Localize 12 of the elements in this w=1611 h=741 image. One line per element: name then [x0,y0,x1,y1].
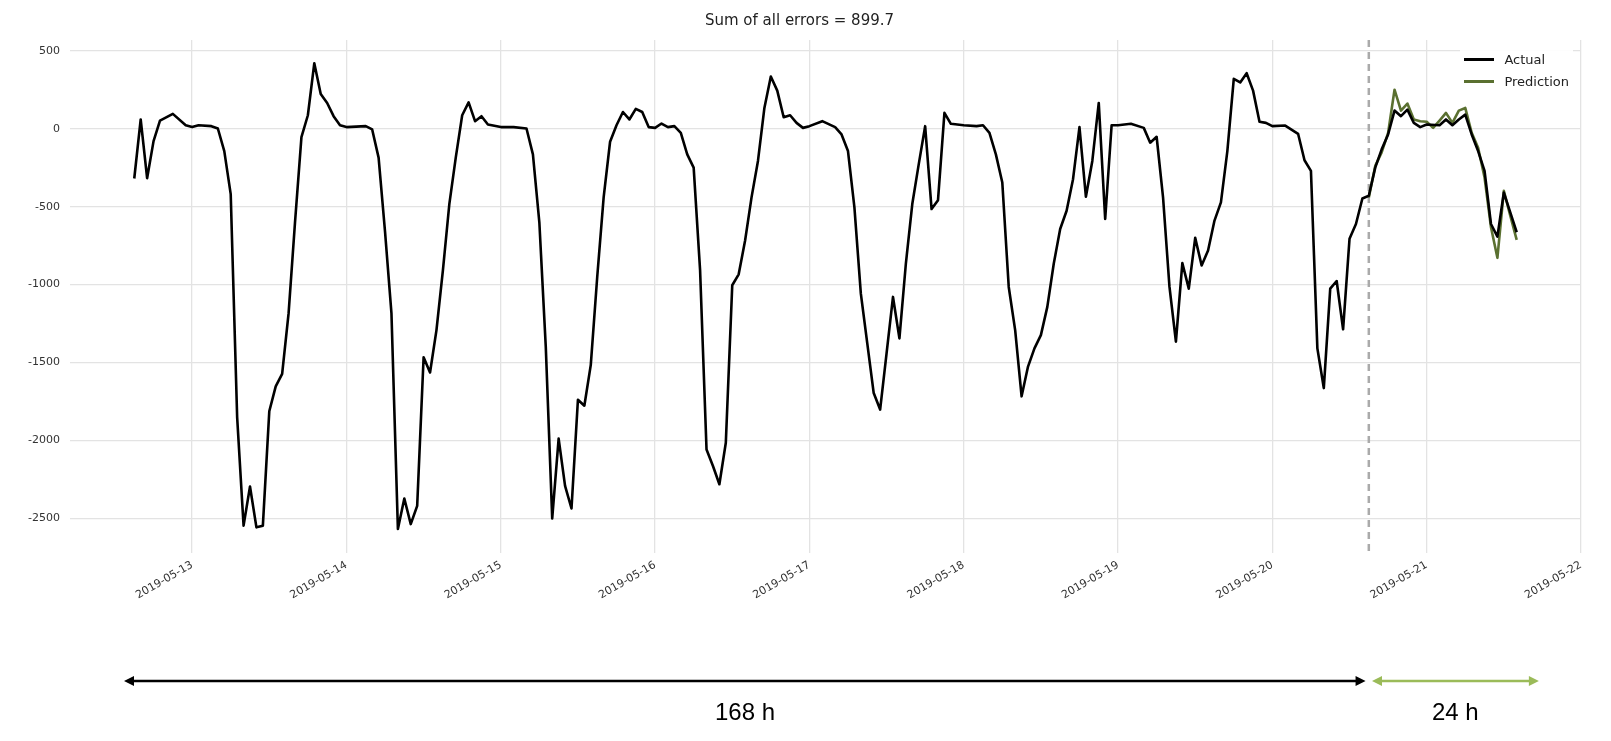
y-tick-label: -1000 [27,277,60,291]
y-tick-label: -500 [34,199,60,213]
legend-label: Actual [1504,51,1546,67]
chart-title: Sum of all errors = 899.7 [704,10,895,29]
legend-label: Prediction [1504,73,1569,89]
y-tick-label: -1500 [27,355,60,369]
y-tick-label: 500 [38,43,60,57]
text: 168 h [714,698,777,726]
y-tick-label: 0 [52,121,60,135]
y-tick-label: -2500 [27,511,60,525]
text: 24 h [1430,698,1480,726]
y-tick-label: -2000 [27,433,60,447]
